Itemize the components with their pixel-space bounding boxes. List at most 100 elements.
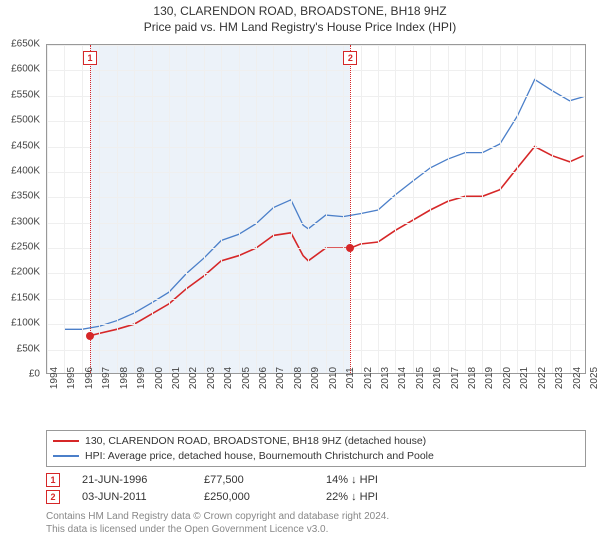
gridline-v	[500, 45, 501, 373]
gridline-v	[430, 45, 431, 373]
gridline-h	[47, 324, 585, 325]
x-axis-label: 1997	[101, 367, 112, 389]
gridline-v	[117, 45, 118, 373]
x-axis-label: 2008	[293, 367, 304, 389]
gridline-v	[552, 45, 553, 373]
x-axis-label: 2020	[502, 367, 513, 389]
marker-vline	[90, 45, 91, 374]
x-axis-label: 1994	[49, 367, 60, 389]
x-axis-label: 2025	[589, 367, 600, 389]
note-price: £250,000	[204, 491, 304, 503]
legend-swatch	[53, 455, 79, 457]
gridline-v	[482, 45, 483, 373]
y-axis-label: £450K	[0, 140, 40, 151]
gridline-v	[134, 45, 135, 373]
gridline-v	[517, 45, 518, 373]
gridline-v	[448, 45, 449, 373]
x-axis-label: 2016	[432, 367, 443, 389]
y-axis-label: £600K	[0, 64, 40, 75]
note-price: £77,500	[204, 474, 304, 486]
gridline-v	[152, 45, 153, 373]
note-date: 03-JUN-2011	[82, 491, 182, 503]
gridline-v	[326, 45, 327, 373]
series-price_paid	[90, 147, 584, 336]
x-axis-label: 2006	[258, 367, 269, 389]
y-axis-label: £200K	[0, 267, 40, 278]
marker-dot	[86, 332, 94, 340]
titles: 130, CLARENDON ROAD, BROADSTONE, BH18 9H…	[0, 0, 600, 35]
x-axis-label: 2017	[450, 367, 461, 389]
gridline-v	[465, 45, 466, 373]
x-axis-label: 2014	[397, 367, 408, 389]
x-axis-label: 2000	[154, 367, 165, 389]
legend: 130, CLARENDON ROAD, BROADSTONE, BH18 9H…	[46, 430, 586, 467]
gridline-h	[47, 248, 585, 249]
chart-subtitle: Price paid vs. HM Land Registry's House …	[0, 20, 600, 36]
y-axis-label: £300K	[0, 216, 40, 227]
y-axis-label: £400K	[0, 165, 40, 176]
chart-container: 130, CLARENDON ROAD, BROADSTONE, BH18 9H…	[0, 0, 600, 560]
gridline-h	[47, 223, 585, 224]
gridline-v	[239, 45, 240, 373]
legend-swatch	[53, 440, 79, 442]
gridline-h	[47, 70, 585, 71]
legend-label: HPI: Average price, detached house, Bour…	[85, 449, 434, 464]
gridline-h	[47, 197, 585, 198]
x-axis-label: 2001	[171, 367, 182, 389]
chart-area: 12 £0£50K£100K£150K£200K£250K£300K£350K£…	[46, 44, 586, 394]
footer: Contains HM Land Registry data © Crown c…	[46, 510, 586, 536]
gridline-v	[535, 45, 536, 373]
x-axis-label: 2021	[519, 367, 530, 389]
note-date: 21-JUN-1996	[82, 474, 182, 486]
x-axis-label: 2018	[467, 367, 478, 389]
note-delta: 22% ↓ HPI	[326, 491, 426, 503]
note-marker: 1	[46, 473, 60, 487]
gridline-v	[82, 45, 83, 373]
legend-row: HPI: Average price, detached house, Bour…	[53, 449, 579, 464]
y-axis-label: £100K	[0, 318, 40, 329]
gridline-v	[378, 45, 379, 373]
x-axis-label: 2003	[206, 367, 217, 389]
gridline-v	[343, 45, 344, 373]
marker-vline	[350, 45, 351, 374]
marker-box: 1	[83, 51, 97, 65]
x-axis-label: 2007	[275, 367, 286, 389]
gridline-v	[291, 45, 292, 373]
y-axis-label: £250K	[0, 242, 40, 253]
x-axis-label: 2013	[380, 367, 391, 389]
gridline-v	[413, 45, 414, 373]
x-axis-label: 2022	[537, 367, 548, 389]
note-delta: 14% ↓ HPI	[326, 474, 426, 486]
y-axis-label: £650K	[0, 39, 40, 50]
gridline-v	[99, 45, 100, 373]
x-axis-label: 1996	[84, 367, 95, 389]
x-axis-label: 2012	[363, 367, 374, 389]
x-axis-label: 2011	[345, 367, 356, 389]
gridline-v	[570, 45, 571, 373]
x-axis-label: 2002	[188, 367, 199, 389]
note-marker: 2	[46, 490, 60, 504]
x-axis-label: 1999	[136, 367, 147, 389]
y-axis-label: £500K	[0, 115, 40, 126]
note-row: 2 03-JUN-2011 £250,000 22% ↓ HPI	[46, 490, 586, 504]
gridline-v	[221, 45, 222, 373]
x-axis-label: 1995	[66, 367, 77, 389]
y-axis-label: £350K	[0, 191, 40, 202]
x-axis-label: 2015	[415, 367, 426, 389]
x-axis-label: 2010	[328, 367, 339, 389]
gridline-h	[47, 299, 585, 300]
series-hpi	[64, 80, 583, 330]
chart-title: 130, CLARENDON ROAD, BROADSTONE, BH18 9H…	[0, 4, 600, 20]
notes-block: 1 21-JUN-1996 £77,500 14% ↓ HPI 2 03-JUN-2011…	[46, 470, 586, 536]
legend-label: 130, CLARENDON ROAD, BROADSTONE, BH18 9H…	[85, 434, 426, 449]
x-axis-label: 2009	[310, 367, 321, 389]
y-axis-label: £550K	[0, 89, 40, 100]
gridline-v	[308, 45, 309, 373]
gridline-v	[169, 45, 170, 373]
gridline-h	[47, 147, 585, 148]
gridline-v	[361, 45, 362, 373]
x-axis-label: 2023	[554, 367, 565, 389]
gridline-v	[273, 45, 274, 373]
marker-dot	[346, 244, 354, 252]
footer-line-2: This data is licensed under the Open Gov…	[46, 523, 586, 536]
